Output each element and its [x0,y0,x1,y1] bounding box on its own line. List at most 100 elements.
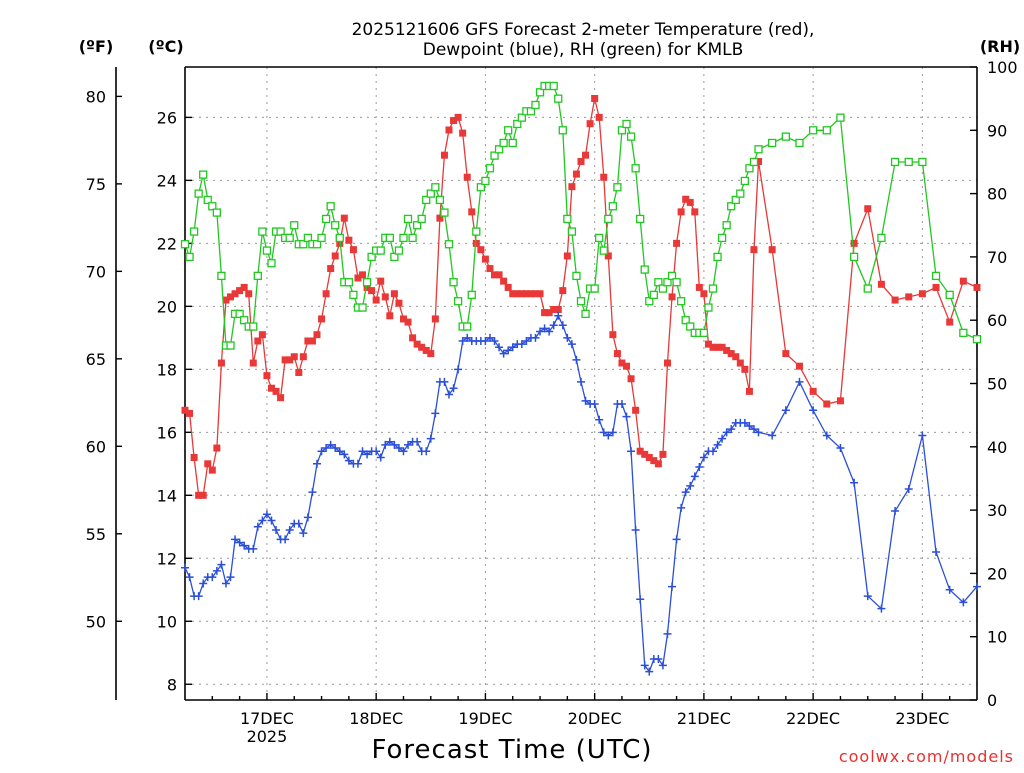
rh-point [208,202,217,211]
dewpoint-point [745,422,754,431]
temperature-point [718,343,726,351]
rh-point [189,227,199,236]
temperature-point [213,444,221,452]
temperature-point [623,362,631,370]
temperature-point [768,246,776,254]
dewpoint-point [508,343,517,352]
dewpoint-point [449,384,458,393]
temperature-point [399,315,407,323]
dewpoint-point [536,327,545,336]
rh-point [613,183,622,192]
rh-point [590,284,599,293]
temperature-point [318,315,326,323]
temperature-point [632,406,640,414]
rh-point [335,233,344,243]
dewpoint-point [668,582,677,591]
dewpoint-point [485,333,494,342]
temperature-point [450,117,458,125]
rh-point [636,214,645,224]
rh-point [640,265,649,274]
temperature-point [495,271,503,279]
dewpoint-point [836,444,845,453]
dewpoint-point [654,655,663,664]
rh-point [481,176,490,186]
rh-point [676,297,686,306]
temperature-point [695,283,703,291]
rh-point [526,107,536,116]
dewpoint-point [344,456,353,465]
fahrenheit-axis: 50 55 60 65 70 75 80 [86,67,122,700]
dewpoint-point [217,560,226,569]
rh-tick-label: 0 [987,691,997,710]
rh-point [453,297,463,306]
grid-lines [185,67,977,700]
x-tick-label: 18DEC [349,709,403,728]
temperature-point [973,283,981,291]
temperature-point [418,343,426,351]
dewpoint-point [795,377,804,386]
rh-point [972,335,982,344]
temperature-point [272,387,280,395]
rh-point [508,138,517,148]
dewpoint-point [258,516,267,525]
dewpoint-point [212,566,221,575]
dewpoint-point [595,415,604,424]
rh-point [331,221,340,230]
rh-point [581,309,590,319]
temperature-point [673,239,681,247]
rh-point [722,221,731,230]
rh-point [494,145,504,154]
dewpoint-point [495,343,504,352]
rh-point [736,189,745,198]
rh-tick-label: 70 [987,248,1007,267]
dewpoint-point [404,440,413,449]
temperature-point [809,387,817,395]
rh-point [576,297,586,306]
rh-point [549,81,558,91]
x-tick-sublabel: 2025 [247,727,288,746]
temperature-point [604,252,612,260]
rh-point [727,202,736,211]
temperature-point [682,195,690,203]
temperature-point [240,283,248,291]
temperature-point [659,450,667,458]
dewpoint-point [490,336,499,345]
dewpoint-point [385,437,394,446]
dewpoint-point [822,431,831,440]
temperature-point [340,214,348,222]
rh-point [235,309,244,319]
rh-point [422,195,431,205]
temperature-point [932,283,940,291]
temperature-point [431,315,439,323]
temperature-point [654,460,662,468]
rh-point [321,214,331,224]
temperature-point [732,353,740,361]
rh-point [918,157,927,167]
temperature-point [313,331,321,339]
dewpoint-point [727,425,736,434]
dewpoint-point [481,336,490,345]
temperature-point [390,290,398,298]
temperature-point [504,283,512,291]
dewpoint-point [891,507,900,516]
temperature-point [677,208,685,216]
temperature-point [381,293,389,301]
dewpoint-point [904,485,913,493]
dewpoint-point [331,444,340,453]
rh-point [604,214,613,224]
rh-tick-label: 20 [987,564,1007,583]
rh-point [740,176,750,186]
dewpoint-point [640,661,649,670]
dewpoint-point [658,661,667,670]
temperature-point [609,331,617,339]
temperature-point [745,387,753,395]
dewpoint-point [918,431,927,440]
rh-point [959,328,968,338]
temperature-point [836,397,844,405]
temperature-point [359,271,367,279]
rh-point [626,132,636,141]
dewpoint-point [281,535,290,544]
chart-title: 2025121606 GFS Forecast 2-meter Temperat… [352,20,815,60]
fahrenheit-tick-label: 75 [86,175,106,194]
temperature-point [572,170,580,178]
